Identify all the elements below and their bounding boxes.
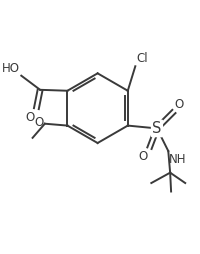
Text: O: O <box>25 110 34 123</box>
Text: Cl: Cl <box>136 52 148 65</box>
Text: O: O <box>138 150 148 163</box>
Text: NH: NH <box>169 152 187 166</box>
Text: S: S <box>152 121 162 136</box>
Text: O: O <box>175 98 184 110</box>
Text: O: O <box>35 116 44 129</box>
Text: HO: HO <box>2 62 20 75</box>
